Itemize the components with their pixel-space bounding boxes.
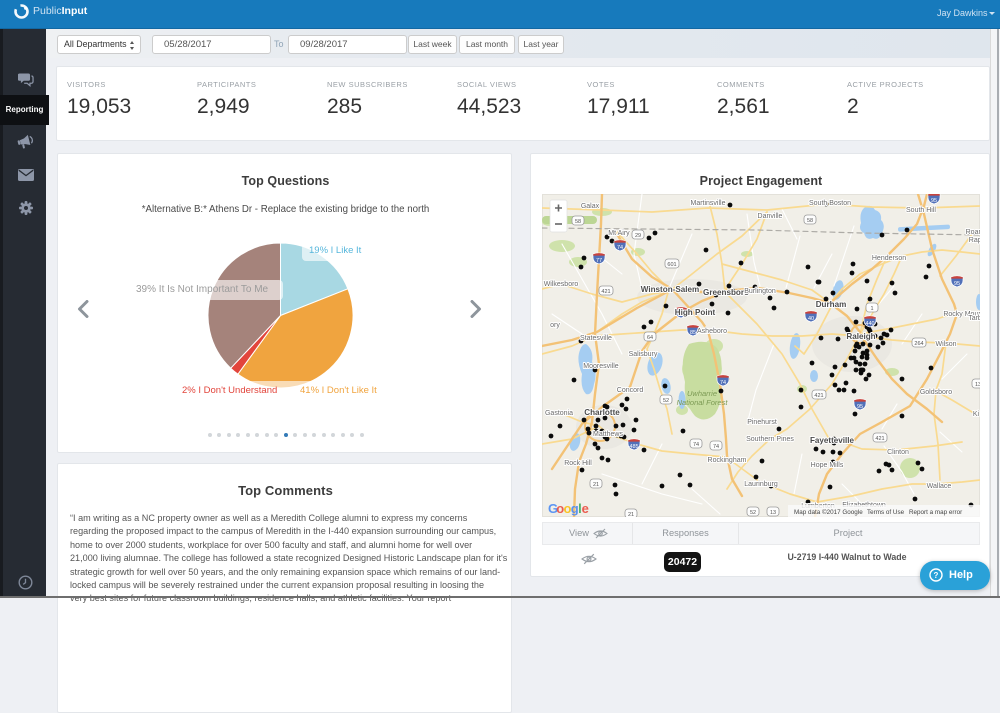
svg-text:40: 40 [808,316,814,322]
svg-text:Mooresville: Mooresville [583,363,619,370]
svg-text:South Boston: South Boston [809,200,851,207]
svg-text:95: 95 [857,404,863,410]
svg-text:Rockingham: Rockingham [708,457,747,464]
svg-text:21: 21 [628,512,634,517]
svg-text:Report a map error: Report a map error [909,509,962,516]
svg-text:G: G [548,501,558,516]
svg-text:Roan: Roan [966,229,980,236]
svg-text:85: 85 [690,330,696,336]
svg-text:77: 77 [596,258,602,264]
svg-text:Fayetteville: Fayetteville [810,436,855,445]
svg-text:Charlotte: Charlotte [584,408,620,417]
svg-text:13: 13 [975,382,980,388]
svg-text:High Point: High Point [675,308,716,317]
svg-text:e: e [582,501,589,516]
svg-text:ory: ory [550,322,560,329]
svg-text:52: 52 [663,398,669,404]
svg-text:74: 74 [713,444,719,450]
svg-text:40: 40 [678,312,684,318]
svg-text:Map data ©2017 Google: Map data ©2017 Google [794,508,863,516]
svg-text:Hope Mills: Hope Mills [811,462,844,469]
svg-text:74: 74 [693,442,699,448]
svg-text:National Forest: National Forest [677,398,729,407]
svg-text:421: 421 [814,393,823,399]
svg-text:Ki: Ki [973,411,980,418]
svg-text:o: o [556,501,564,516]
svg-text:Rapi: Rapi [969,237,980,244]
svg-text:74: 74 [720,380,726,386]
svg-text:Raleigh: Raleigh [846,332,875,341]
svg-text:Laurinburg: Laurinburg [744,481,778,488]
svg-text:Gastonia: Gastonia [545,410,573,417]
svg-text:Wilkesboro: Wilkesboro [544,281,579,288]
svg-text:Danville: Danville [758,213,783,220]
svg-text:l: l [578,501,582,516]
svg-text:Burlington: Burlington [744,288,776,295]
svg-text:95: 95 [954,281,960,287]
svg-text:Mt Airy: Mt Airy [608,230,630,237]
svg-text:Winston-Salem: Winston-Salem [641,285,699,294]
svg-text:421: 421 [875,436,884,442]
svg-text:South Hill: South Hill [906,207,936,214]
svg-text:Statesville: Statesville [580,335,612,342]
svg-text:Greensboro: Greensboro [703,288,749,297]
svg-text:1: 1 [870,306,873,312]
svg-text:264: 264 [914,341,923,347]
svg-text:440: 440 [865,321,874,327]
svg-text:?: ? [934,571,939,580]
svg-text:Concord: Concord [617,387,644,394]
svg-text:Matthews: Matthews [593,431,623,438]
svg-text:o: o [564,501,572,516]
svg-text:64: 64 [647,335,653,341]
svg-text:421: 421 [601,289,610,295]
svg-text:Henderson: Henderson [872,255,906,262]
svg-text:74: 74 [617,245,623,251]
svg-text:13: 13 [770,510,776,516]
svg-text:95: 95 [931,198,937,204]
svg-text:Durham: Durham [816,300,847,309]
svg-text:Rocky Mour: Rocky Mour [943,311,980,318]
svg-text:Salisbury: Salisbury [629,351,658,358]
svg-text:Terms of Use: Terms of Use [867,509,905,516]
svg-text:Wallace: Wallace [927,483,952,490]
svg-text:58: 58 [575,219,581,225]
svg-text:Wilson: Wilson [935,341,956,348]
svg-text:g: g [571,501,579,516]
svg-text:Southern Pines: Southern Pines [746,436,794,443]
svg-text:Clinton: Clinton [887,449,909,456]
svg-text:Galax: Galax [581,203,600,210]
svg-text:Martinsville: Martinsville [690,200,725,207]
svg-text:Rock Hill: Rock Hill [564,460,592,467]
svg-text:Pinehurst: Pinehurst [747,419,777,426]
svg-text:601: 601 [667,262,676,268]
svg-text:21: 21 [593,482,599,488]
svg-text:58: 58 [807,218,813,224]
svg-text:29: 29 [635,233,641,239]
svg-text:485: 485 [629,444,638,450]
svg-text:52: 52 [750,510,756,516]
svg-text:Asheboro: Asheboro [697,328,727,335]
svg-text:Tarb: Tarb [968,315,980,322]
svg-text:Uwharrie: Uwharrie [687,389,717,398]
svg-text:Goldsboro: Goldsboro [920,389,952,396]
